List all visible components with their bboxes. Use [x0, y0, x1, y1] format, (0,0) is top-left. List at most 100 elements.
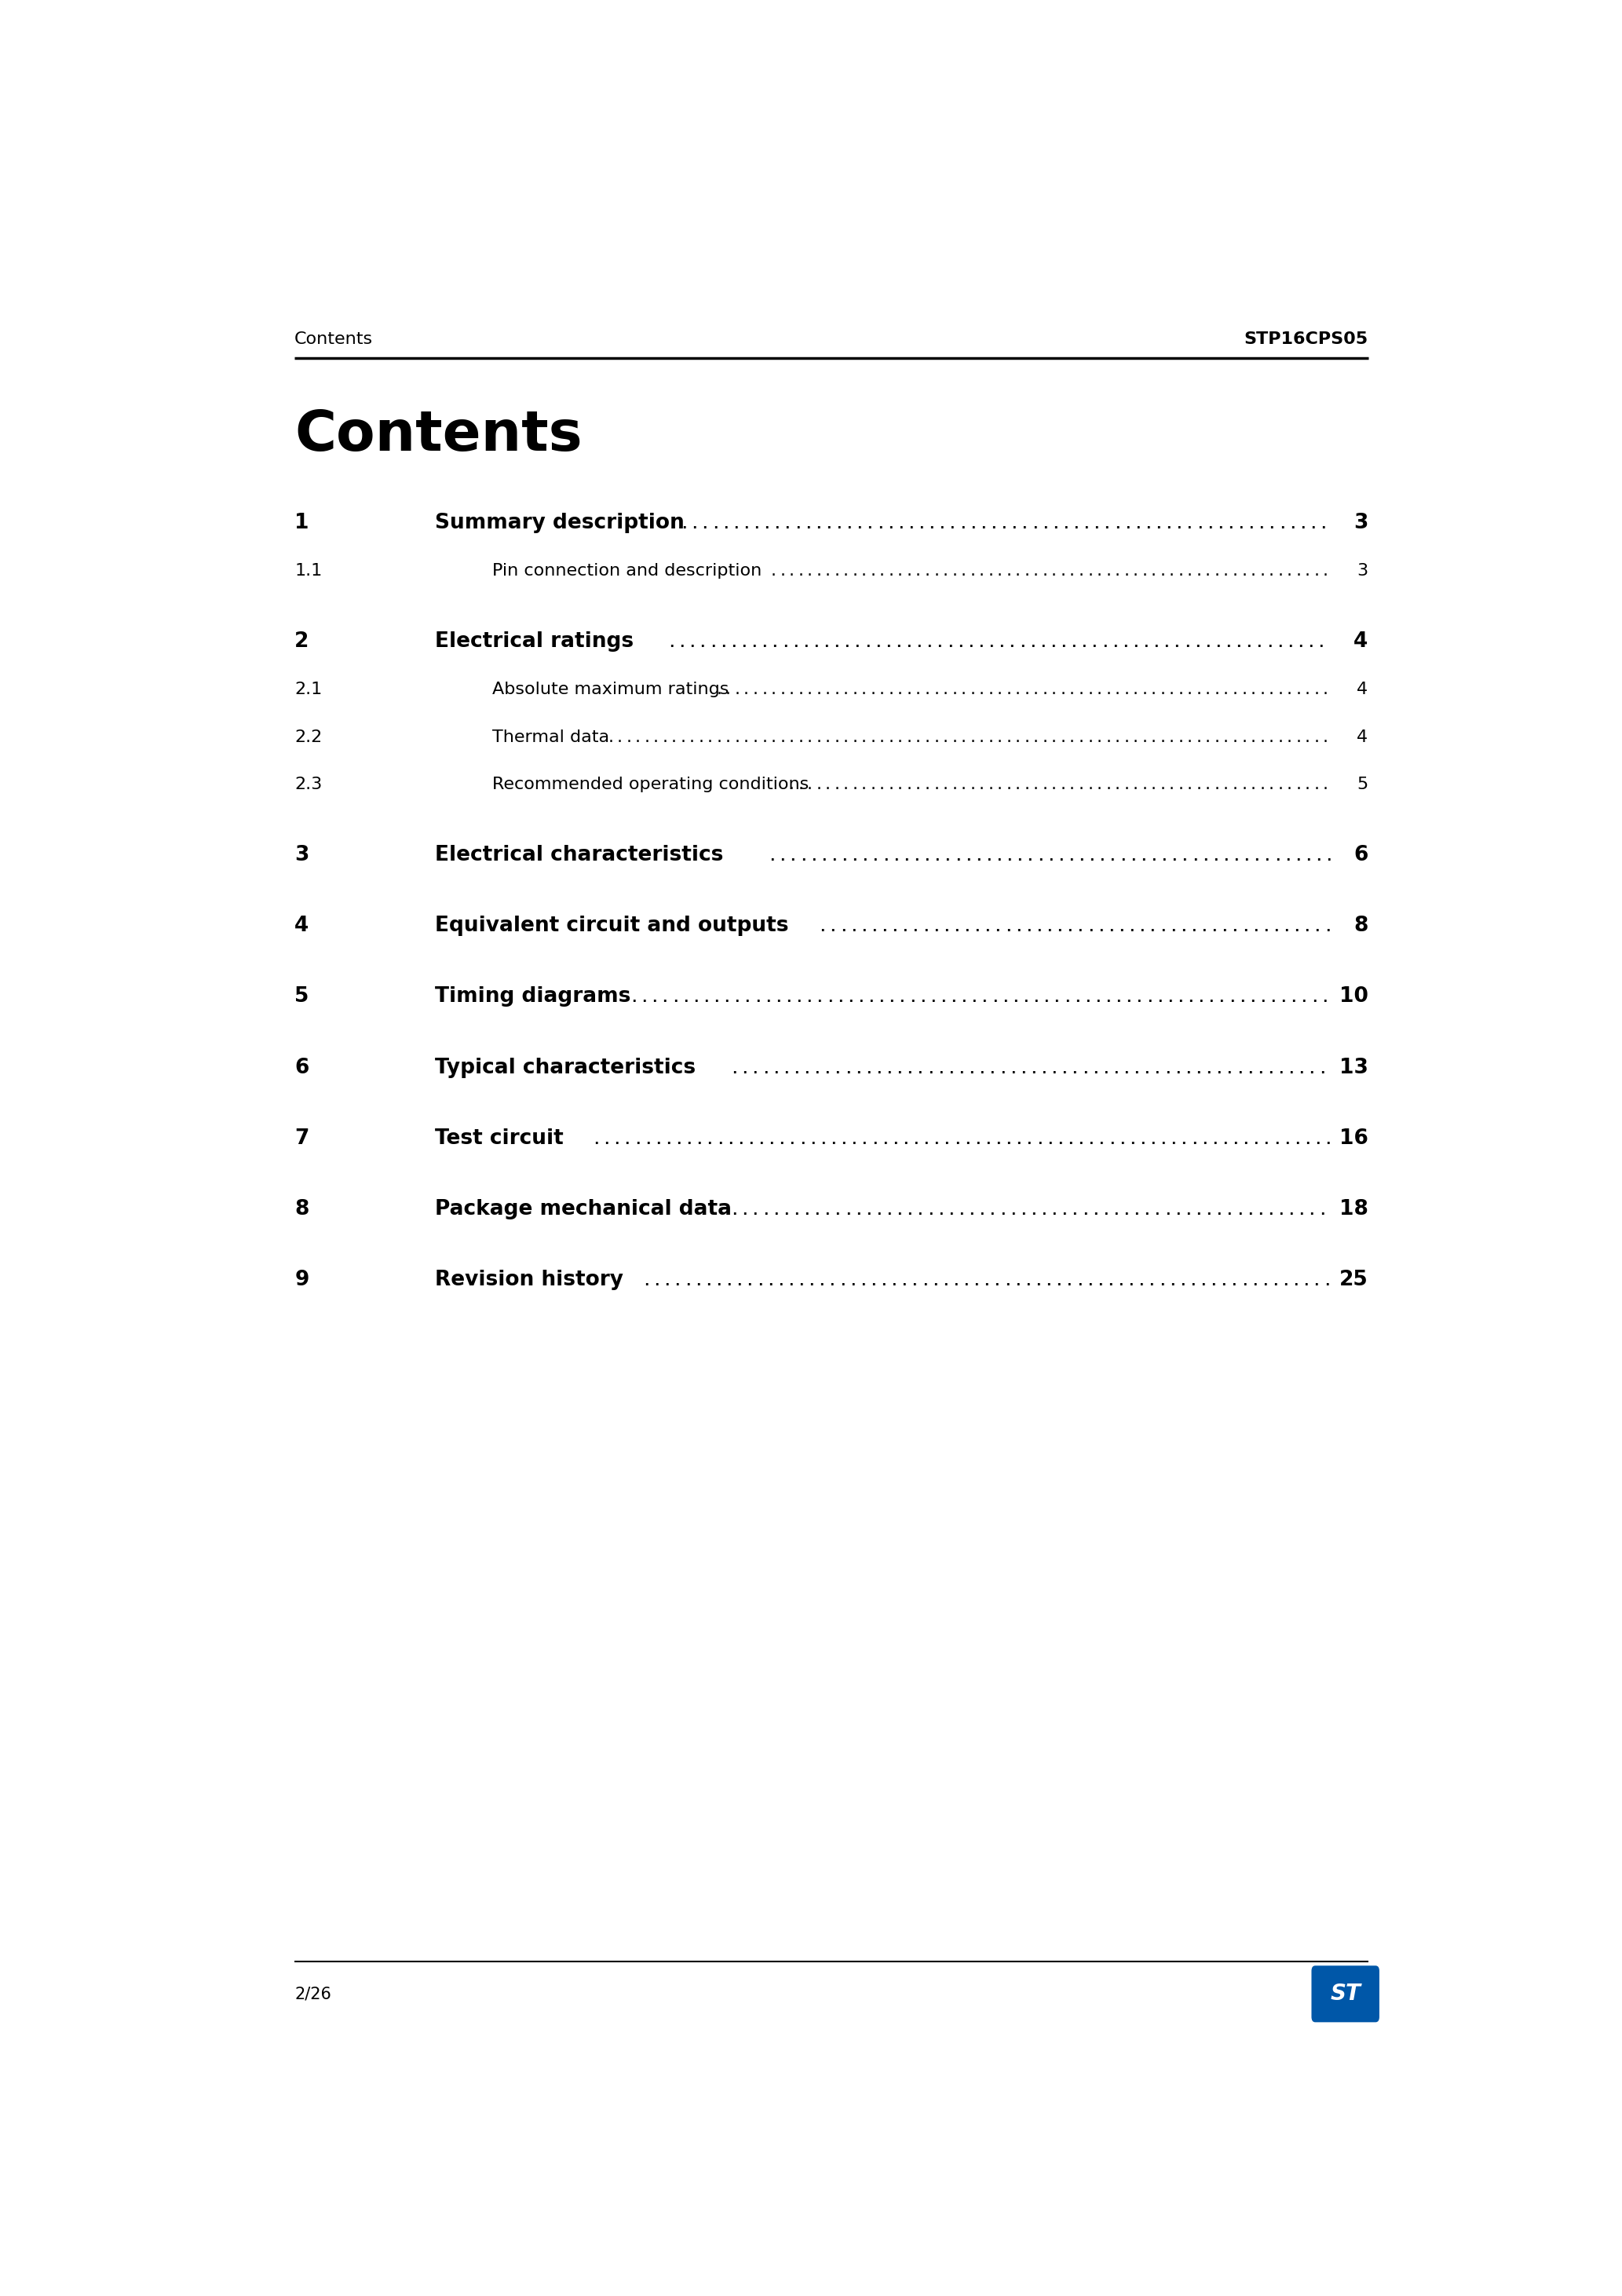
Text: .: .	[1165, 1058, 1171, 1077]
Text: .: .	[1103, 512, 1109, 533]
Text: .: .	[1221, 1127, 1228, 1148]
Text: .: .	[934, 563, 939, 579]
Text: .: .	[813, 631, 819, 652]
Text: .: .	[1286, 563, 1293, 579]
Text: .: .	[788, 1127, 795, 1148]
Text: .: .	[1056, 916, 1062, 937]
Text: .: .	[1247, 1058, 1254, 1077]
Text: .: .	[808, 1270, 814, 1290]
Text: .: .	[725, 730, 732, 744]
Text: .: .	[871, 563, 876, 579]
Text: .: .	[954, 1127, 960, 1148]
Text: .: .	[1273, 1127, 1280, 1148]
Text: .: .	[1301, 987, 1307, 1008]
Text: .: .	[1184, 631, 1191, 652]
Text: .: .	[1233, 730, 1238, 744]
Text: .: .	[732, 1199, 738, 1219]
Text: .: .	[1114, 987, 1122, 1008]
Text: .: .	[916, 1058, 923, 1077]
Text: .: .	[1075, 1270, 1083, 1290]
Text: .: .	[936, 631, 942, 652]
Text: .: .	[970, 987, 978, 1008]
Text: .: .	[1161, 845, 1168, 866]
Text: 8: 8	[295, 1199, 308, 1219]
Text: .: .	[743, 730, 749, 744]
Text: .: .	[1150, 845, 1156, 866]
Text: .: .	[1096, 682, 1101, 698]
Text: .: .	[925, 682, 929, 698]
Text: .: .	[1022, 987, 1028, 1008]
Text: .: .	[1165, 512, 1173, 533]
Text: .: .	[1215, 682, 1220, 698]
Text: .: .	[1114, 512, 1121, 533]
Text: .: .	[668, 631, 675, 652]
Text: .: .	[1221, 916, 1228, 937]
Text: .: .	[1174, 1058, 1181, 1077]
Text: .: .	[1030, 1199, 1036, 1219]
Text: .: .	[788, 776, 795, 792]
Text: .: .	[1304, 916, 1311, 937]
Text: .: .	[767, 1270, 774, 1290]
Text: .: .	[1178, 563, 1184, 579]
Text: .: .	[824, 1058, 830, 1077]
Text: .: .	[1095, 987, 1101, 1008]
Text: .: .	[1268, 776, 1273, 792]
Text: .: .	[1106, 563, 1111, 579]
Text: .: .	[770, 730, 777, 744]
Text: .: .	[826, 730, 830, 744]
Text: .: .	[952, 682, 957, 698]
Text: .: .	[988, 631, 994, 652]
Text: .: .	[1268, 563, 1273, 579]
Text: .: .	[1046, 1127, 1053, 1148]
Text: .: .	[631, 987, 637, 1008]
Text: 4: 4	[1358, 682, 1367, 698]
Text: .: .	[717, 730, 722, 744]
Text: 9: 9	[295, 1270, 308, 1290]
Text: .: .	[654, 1270, 660, 1290]
Text: .: .	[850, 916, 856, 937]
Text: .: .	[665, 1127, 672, 1148]
Text: .: .	[970, 563, 975, 579]
Text: .: .	[780, 682, 785, 698]
Text: .: .	[1109, 845, 1116, 866]
Text: .: .	[861, 730, 866, 744]
Text: .: .	[743, 682, 749, 698]
Text: .: .	[1293, 1270, 1299, 1290]
Text: .: .	[1160, 682, 1165, 698]
Text: .: .	[1134, 1058, 1140, 1077]
Text: .: .	[963, 916, 970, 937]
Text: .: .	[1259, 776, 1265, 792]
Text: .: .	[998, 631, 1004, 652]
Text: .: .	[1286, 682, 1293, 698]
Text: .: .	[1176, 512, 1182, 533]
Text: .: .	[1195, 776, 1202, 792]
Text: .: .	[1033, 682, 1038, 698]
Text: .: .	[1111, 631, 1118, 652]
Text: .: .	[1163, 631, 1169, 652]
Text: .: .	[1069, 563, 1075, 579]
Text: .: .	[1251, 776, 1255, 792]
Text: .: .	[1103, 1199, 1109, 1219]
Text: .: .	[1129, 1127, 1135, 1148]
Text: .: .	[814, 1058, 821, 1077]
Text: .: .	[878, 512, 884, 533]
Text: .: .	[1124, 730, 1129, 744]
Text: .: .	[720, 631, 727, 652]
Text: .: .	[980, 512, 986, 533]
Text: .: .	[1152, 776, 1156, 792]
Text: .: .	[860, 1270, 866, 1290]
Text: .: .	[1087, 563, 1093, 579]
Text: .: .	[929, 987, 936, 1008]
Text: .: .	[1298, 631, 1304, 652]
Text: .: .	[824, 1199, 830, 1219]
Text: .: .	[746, 1270, 753, 1290]
Text: .: .	[1257, 1199, 1264, 1219]
Text: .: .	[978, 682, 985, 698]
Text: .: .	[1304, 1127, 1311, 1148]
Text: .: .	[889, 730, 894, 744]
Text: .: .	[871, 730, 876, 744]
Text: 2: 2	[295, 631, 308, 652]
Text: 3: 3	[1354, 512, 1367, 533]
Text: .: .	[800, 1127, 806, 1148]
Text: .: .	[1218, 987, 1225, 1008]
